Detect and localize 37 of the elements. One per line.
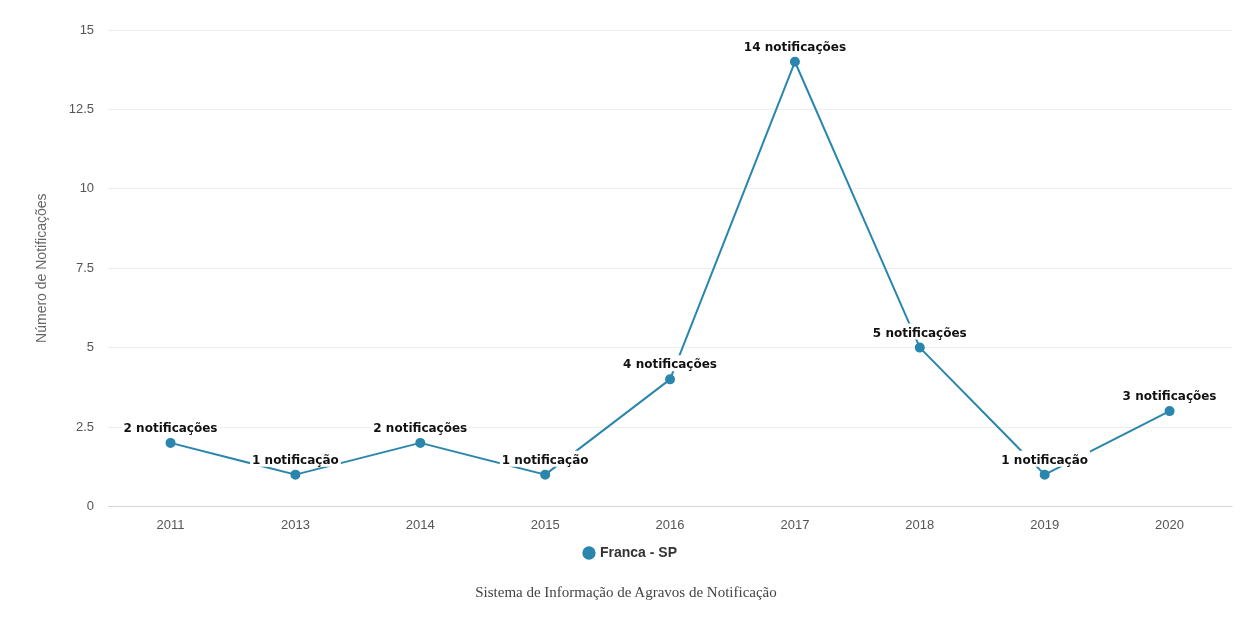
data-label: 4 notificações xyxy=(623,357,718,372)
point xyxy=(415,437,426,448)
y-tick-label: 10 xyxy=(79,180,95,196)
point xyxy=(165,437,176,448)
data-label: 3 notificações xyxy=(1122,389,1217,404)
x-tick-label: 2018 xyxy=(905,516,935,532)
y-axis-title: Número de Notificações xyxy=(33,193,50,343)
point xyxy=(1164,406,1175,417)
y-tick-label: 0 xyxy=(86,497,95,513)
x-tick-label: 2013 xyxy=(280,516,310,532)
point xyxy=(789,56,800,67)
y-tick-label: 5 xyxy=(86,339,95,355)
y-tick-label: 2.5 xyxy=(76,418,95,434)
legend-label: Franca - SP xyxy=(599,543,678,560)
x-tick-label: 2016 xyxy=(655,516,685,532)
y-tick-label: 7.5 xyxy=(76,259,95,275)
text: Sistema de Informação de Agravos de Notificação xyxy=(474,584,778,601)
point xyxy=(540,469,551,480)
point xyxy=(290,469,301,480)
data-label: 2 notificações xyxy=(123,421,218,436)
y-tick-label: 12.5 xyxy=(68,100,95,116)
data-label: 1 notificação xyxy=(501,452,589,467)
x-tick-label: 2015 xyxy=(530,516,560,532)
y-tick-label: 15 xyxy=(79,21,95,37)
x-tick-label: 2017 xyxy=(780,516,810,532)
data-label: 1 notificação xyxy=(1001,452,1089,467)
x-tick-label: 2019 xyxy=(1030,516,1060,532)
data-label: 5 notificações xyxy=(872,325,967,340)
point xyxy=(1039,469,1050,480)
x-tick-label: 2014 xyxy=(405,516,435,532)
point xyxy=(665,374,676,385)
x-tick-label: 2011 xyxy=(156,516,185,532)
data-label: 2 notificações xyxy=(373,421,468,436)
x-tick-label: 2020 xyxy=(1155,516,1185,532)
data-label: 14 notificações xyxy=(743,39,847,54)
point xyxy=(914,342,925,353)
data-label: 1 notificação xyxy=(252,452,339,467)
